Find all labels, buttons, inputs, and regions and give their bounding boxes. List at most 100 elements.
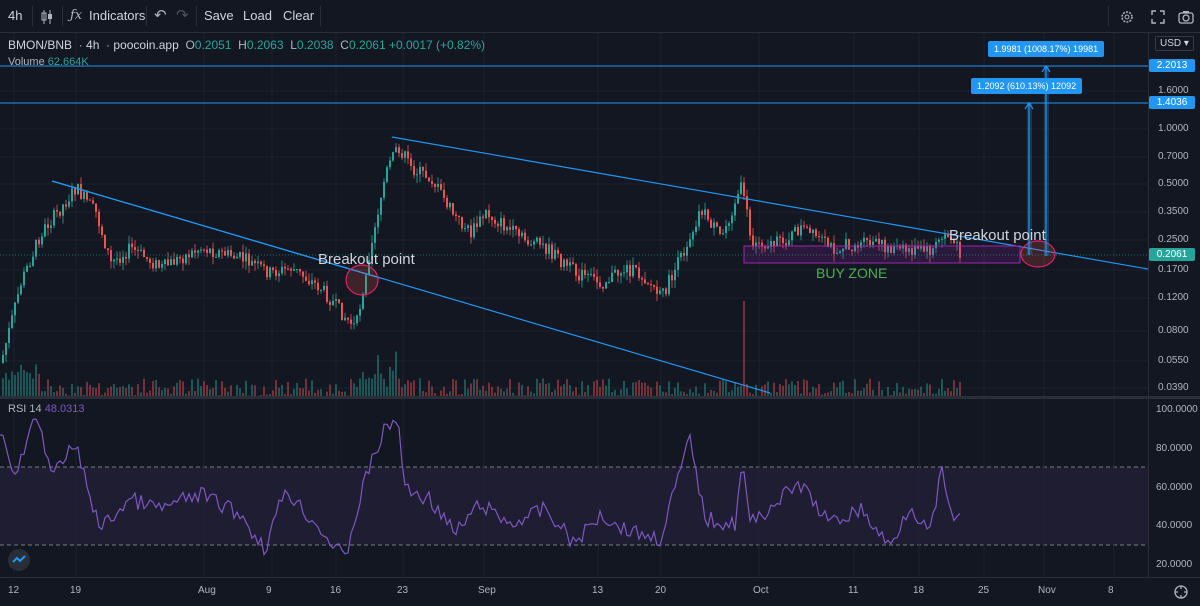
- volume-bar: [476, 379, 478, 396]
- volume-bar: [2, 378, 4, 396]
- interval-button[interactable]: 4h: [8, 0, 22, 32]
- breakout-circle-right[interactable]: [1021, 241, 1055, 267]
- candle-body: [617, 270, 619, 276]
- candle-body: [803, 225, 805, 226]
- volume-bar: [386, 387, 388, 396]
- candle-body: [326, 286, 328, 302]
- candle-body: [281, 267, 283, 274]
- volume-bar: [656, 382, 658, 396]
- fullscreen-icon[interactable]: [1151, 0, 1165, 32]
- candle-body: [755, 243, 757, 246]
- fx-icon[interactable]: ƒx: [70, 0, 82, 32]
- candle-body: [938, 240, 940, 242]
- breakout-label-right[interactable]: Breakout point: [949, 227, 1046, 244]
- toolbar-separator: [1108, 6, 1109, 26]
- candle-body: [719, 227, 721, 234]
- candle-body: [398, 147, 400, 153]
- undo-icon[interactable]: ↶: [154, 0, 167, 32]
- price-badge-mid: 1.4036: [1149, 96, 1195, 109]
- volume-bar: [89, 385, 91, 396]
- candle-body: [299, 269, 301, 272]
- candle-body: [362, 294, 364, 309]
- volume-bar: [191, 379, 193, 396]
- auto-scale-icon[interactable]: [1172, 583, 1190, 601]
- candles-icon[interactable]: [40, 0, 54, 32]
- candle-body: [170, 259, 172, 265]
- candle-body: [317, 283, 319, 290]
- measure-label-lower[interactable]: 1.2092 (610.13%) 12092: [971, 78, 1082, 94]
- candle-body: [11, 315, 13, 328]
- volume-bar: [254, 385, 256, 396]
- symbol-legend[interactable]: BMON/BNB · 4h · poocoin.app O0.2051 H0.2…: [8, 38, 485, 52]
- volume-bar: [107, 388, 109, 396]
- measure-label-upper[interactable]: 1.9981 (1008.17%) 19981: [988, 41, 1104, 57]
- candle-body: [86, 192, 88, 200]
- volume-bar: [608, 379, 610, 396]
- rsi-pane[interactable]: [0, 399, 1148, 577]
- indicators-button[interactable]: Indicators: [89, 0, 145, 32]
- breakout-label-left[interactable]: Breakout point: [318, 251, 415, 268]
- change-value: +0.0017 (+0.82%): [389, 38, 485, 52]
- candle-body: [653, 285, 655, 287]
- candle-body: [380, 198, 382, 215]
- candle-body: [752, 235, 754, 245]
- volume-bar: [404, 384, 406, 396]
- candle-body: [182, 258, 184, 263]
- redo-icon[interactable]: ↷: [176, 0, 189, 32]
- candle-body: [800, 225, 802, 235]
- symbol-name: BMON/BNB: [8, 38, 72, 52]
- volume-bar: [740, 386, 742, 396]
- camera-icon[interactable]: [1178, 0, 1194, 32]
- clear-button[interactable]: Clear: [283, 0, 314, 32]
- rsi-legend[interactable]: RSI 14 48.0313: [8, 403, 84, 415]
- volume-bar: [398, 379, 400, 396]
- candle-body: [872, 242, 874, 245]
- volume-bar: [794, 385, 796, 396]
- candle-body: [593, 274, 595, 277]
- candle-body: [434, 184, 436, 187]
- volume-bar: [215, 380, 217, 396]
- candle-body: [587, 274, 589, 275]
- volume-bar: [785, 379, 787, 396]
- buy-zone-label[interactable]: BUY ZONE: [816, 265, 887, 281]
- candle-body: [395, 147, 397, 152]
- volume-bar: [947, 388, 949, 396]
- volume-bar: [548, 383, 550, 396]
- save-button[interactable]: Save: [204, 0, 234, 32]
- candle-body: [881, 240, 883, 244]
- volume-bar: [866, 384, 868, 396]
- volume-bar: [956, 388, 958, 396]
- candle-body: [386, 167, 388, 182]
- breakout-circle-left[interactable]: [346, 265, 378, 295]
- volume-legend[interactable]: Volume 62.664K: [8, 56, 89, 68]
- candle-body: [527, 240, 529, 244]
- volume-bar: [305, 379, 307, 396]
- volume-bar: [542, 378, 544, 396]
- volume-bar: [335, 384, 337, 396]
- candle-body: [491, 217, 493, 220]
- settings-gear-icon[interactable]: [1119, 0, 1135, 32]
- legend-interval: 4h: [86, 38, 99, 52]
- candle-body: [668, 275, 670, 294]
- volume-bar: [236, 385, 238, 396]
- candle-body: [701, 211, 703, 215]
- tradingview-logo-icon[interactable]: [8, 549, 30, 571]
- candle-body: [677, 257, 679, 270]
- time-tick-label: 16: [330, 585, 341, 596]
- volume-bar: [263, 386, 265, 396]
- candle-body: [101, 226, 103, 235]
- volume-bar: [521, 385, 523, 396]
- candle-body: [602, 287, 604, 289]
- candle-body: [293, 269, 295, 270]
- candle-body: [437, 184, 439, 187]
- price-axis[interactable]: [1148, 33, 1200, 577]
- candle-body: [194, 250, 196, 252]
- volume-bar: [197, 379, 199, 396]
- currency-selector[interactable]: USD ▾: [1155, 36, 1194, 51]
- load-button[interactable]: Load: [243, 0, 272, 32]
- candle-body: [410, 158, 412, 166]
- candle-body: [464, 228, 466, 229]
- candle-body: [377, 215, 379, 228]
- volume-bar: [407, 380, 409, 396]
- candle-body: [545, 244, 547, 254]
